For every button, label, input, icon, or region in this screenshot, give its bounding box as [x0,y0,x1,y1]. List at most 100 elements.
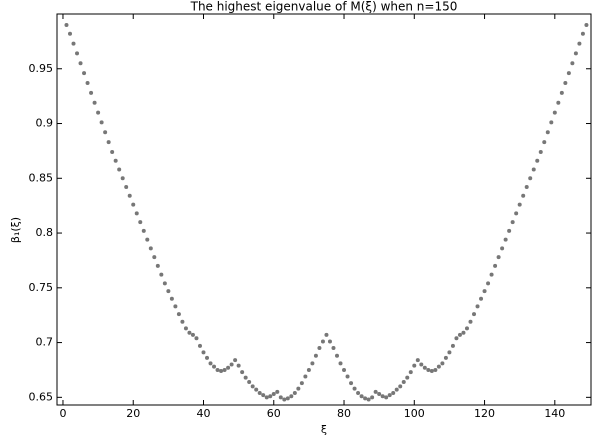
point [289,394,294,399]
point [419,362,424,367]
point [190,332,195,337]
point [183,326,188,331]
point [222,367,227,372]
point [507,228,512,233]
x-tick-label: 60 [267,407,281,420]
point [387,393,392,398]
point [570,61,575,66]
point [331,346,336,351]
point [342,367,347,372]
point [577,41,582,46]
point [349,381,354,386]
point [257,390,262,395]
point [317,346,322,351]
point [155,263,160,268]
point [134,211,139,216]
point [521,193,526,198]
point [219,369,224,374]
point [124,185,129,190]
point [268,394,273,399]
point [363,396,368,401]
y-axis-label: β₁(ξ) [9,217,22,243]
point [489,272,494,277]
point [401,380,406,384]
y-tick-label: 0.7 [36,336,54,349]
point [479,296,484,301]
point [464,326,469,331]
point [78,61,83,66]
point [447,350,452,355]
point [517,202,522,207]
point [313,353,318,358]
point [254,387,259,392]
point [566,71,571,76]
y-tick-label: 0.95 [29,62,54,75]
point [580,31,585,36]
point [166,289,171,294]
point [500,246,505,251]
y-tick-label: 0.75 [29,281,54,294]
point [493,263,498,268]
point [306,367,311,372]
point [106,140,111,145]
point [127,193,132,198]
point [229,362,234,367]
point [275,389,280,394]
point [373,389,378,394]
point [391,390,396,395]
point [282,397,287,402]
point [468,319,473,324]
point [584,22,589,27]
point [138,220,143,225]
point [345,374,350,379]
point [352,386,357,391]
point [240,370,245,375]
point [75,51,80,56]
point [535,158,540,163]
point [559,90,564,95]
point [542,140,547,145]
point [450,343,455,348]
point [271,392,276,397]
point [443,355,448,360]
point [429,369,434,374]
point [412,363,417,368]
point [296,386,301,391]
point [359,394,364,399]
point [117,167,122,172]
point [549,120,554,125]
x-tick-label: 80 [337,407,351,420]
point [377,392,382,397]
point [233,358,238,363]
point [194,336,199,341]
point [148,246,153,251]
point [205,355,210,360]
point [472,312,477,317]
point [85,81,90,85]
point [454,336,459,341]
x-tick-label: 140 [544,407,565,420]
plot-frame [56,13,592,406]
point [176,312,181,317]
point [89,90,94,95]
point [482,289,487,294]
point [552,110,557,115]
x-tick-label: 0 [59,407,66,420]
point [408,370,413,375]
point [457,332,462,337]
point [514,211,519,216]
point [110,150,115,154]
point [405,375,410,380]
point [370,395,375,400]
point [415,358,420,363]
point [303,374,308,379]
point [264,395,269,400]
point [531,167,536,172]
point [82,71,87,76]
chart-title: The highest eigenvalue of M(ξ) when n=15… [190,0,458,14]
point [436,364,441,369]
y-tick-label: 0.9 [36,117,54,130]
point [356,390,361,395]
point [113,158,118,163]
